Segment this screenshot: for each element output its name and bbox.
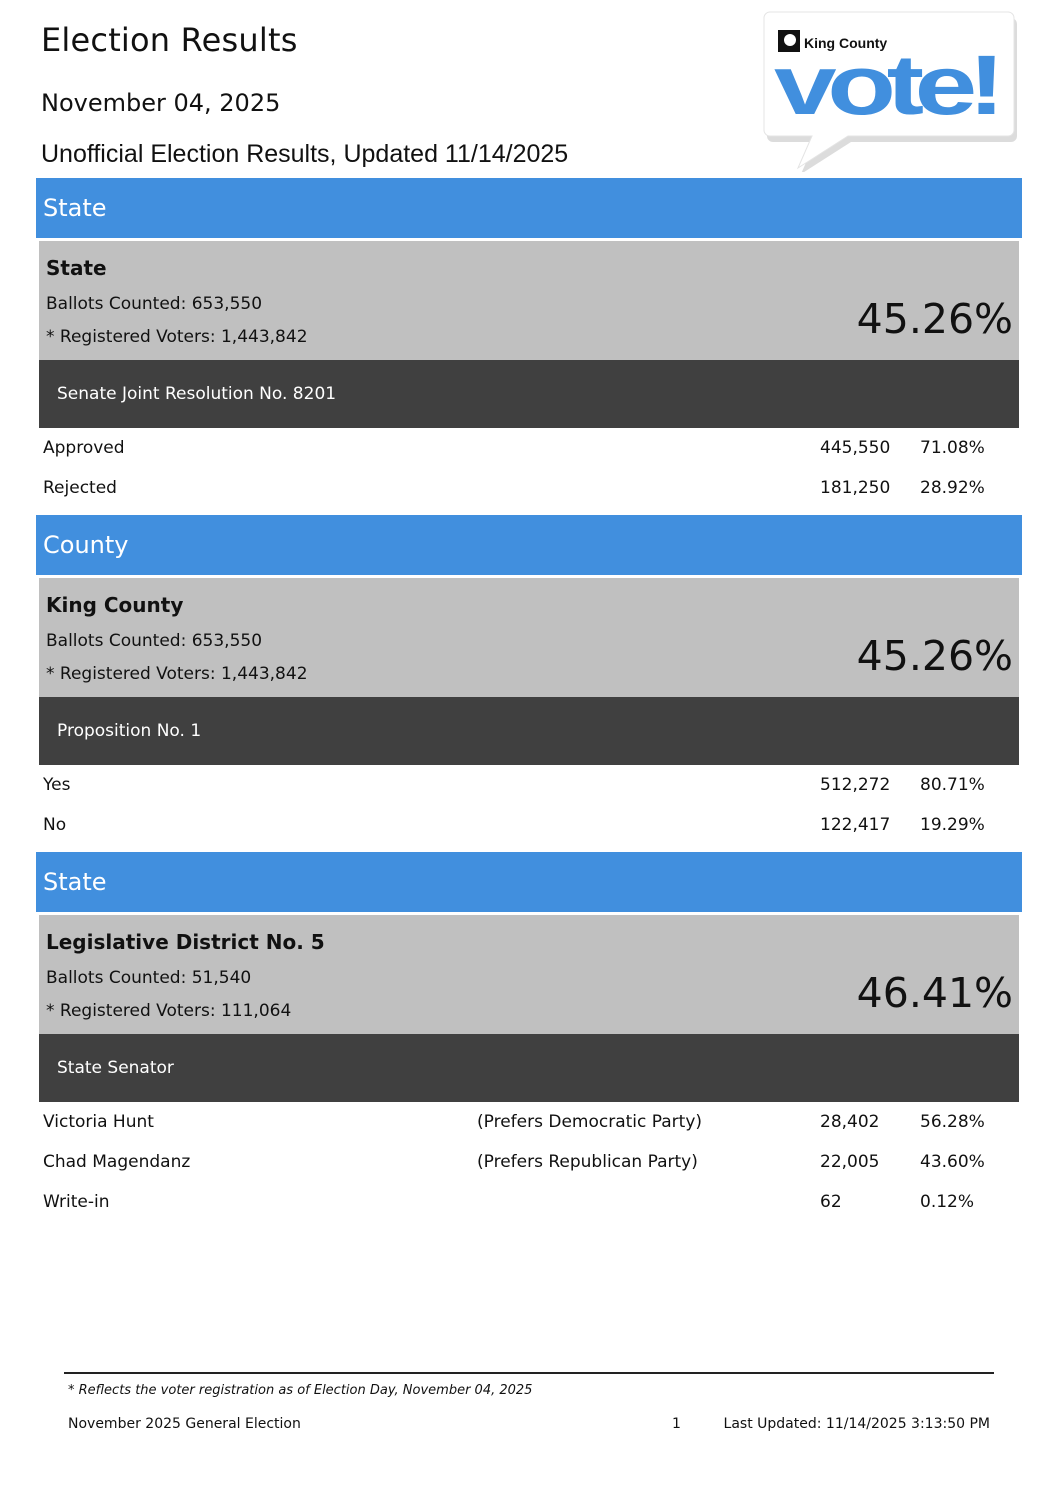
choice-name: Approved <box>43 438 125 458</box>
ballots-counted: Ballots Counted: 653,550 <box>46 294 263 314</box>
registered-voters: * Registered Voters: 1,443,842 <box>46 327 308 347</box>
vote-count: 181,250 <box>820 478 891 498</box>
election-date: November 04, 2025 <box>41 89 281 117</box>
party-preference: (Prefers Republican Party) <box>477 1152 698 1172</box>
jurisdiction-name: King County <box>46 593 184 617</box>
footer-divider <box>64 1372 994 1374</box>
vote-percent: 19.29% <box>920 815 985 835</box>
results-table: Approved 445,550 71.08% Rejected 181,250… <box>39 428 1019 515</box>
results-section: State State Ballots Counted: 653,550 * R… <box>36 178 1022 515</box>
ballots-counted: Ballots Counted: 51,540 <box>46 968 252 988</box>
turnout-percent: 45.26% <box>856 295 1013 343</box>
jurisdiction-summary: King County Ballots Counted: 653,550 * R… <box>39 578 1019 697</box>
king-county-vote-logo: King County vote! <box>762 10 1018 174</box>
vote-count: 512,272 <box>820 775 891 795</box>
party-preference: (Prefers Democratic Party) <box>477 1112 703 1132</box>
candidate-name: Victoria Hunt <box>43 1112 154 1132</box>
result-row: Approved 445,550 71.08% <box>39 435 1019 475</box>
choice-name: No <box>43 815 67 835</box>
emblem-portrait-icon <box>784 34 796 46</box>
vote-count: 22,005 <box>820 1152 880 1172</box>
footer-registration-note: * Reflects the voter registration as of … <box>68 1383 533 1398</box>
jurisdiction-summary: Legislative District No. 5 Ballots Count… <box>39 915 1019 1034</box>
race-title-bar: Senate Joint Resolution No. 8201 <box>39 360 1019 428</box>
results-status-subtitle: Unofficial Election Results, Updated 11/… <box>41 140 569 168</box>
vote-logo-graphic: King County vote! <box>763 11 1017 174</box>
results-section: State Legislative District No. 5 Ballots… <box>36 852 1022 1229</box>
vote-percent: 80.71% <box>920 775 985 795</box>
footer-page-number: 1 <box>672 1416 681 1432</box>
jurisdiction-block: King County Ballots Counted: 653,550 * R… <box>39 578 1019 852</box>
jurisdiction-summary: State Ballots Counted: 653,550 * Registe… <box>39 241 1019 360</box>
results-table: Victoria Hunt (Prefers Democratic Party)… <box>39 1102 1019 1229</box>
logo-speech-bubble <box>763 11 1015 170</box>
registered-voters: * Registered Voters: 111,064 <box>46 1001 292 1021</box>
page-title: Election Results <box>41 21 298 59</box>
section-level-bar: State <box>36 852 1022 912</box>
race-title-bar: Proposition No. 1 <box>39 697 1019 765</box>
footer-last-updated: Last Updated: 11/14/2025 3:13:50 PM <box>723 1416 990 1432</box>
ballots-counted: Ballots Counted: 653,550 <box>46 631 263 651</box>
choice-name: Rejected <box>43 478 117 498</box>
result-row: Write-in 62 0.12% <box>39 1189 1019 1229</box>
registered-voters: * Registered Voters: 1,443,842 <box>46 664 308 684</box>
results-table: Yes 512,272 80.71% No 122,417 19.29% <box>39 765 1019 852</box>
choice-name: Yes <box>43 775 71 795</box>
logo-county-text: King County <box>804 35 887 51</box>
results-section: County King County Ballots Counted: 653,… <box>36 515 1022 852</box>
vote-percent: 28.92% <box>920 478 985 498</box>
vote-count: 445,550 <box>820 438 891 458</box>
turnout-percent: 46.41% <box>856 969 1013 1017</box>
footer-election-name: November 2025 General Election <box>68 1416 301 1432</box>
result-row: Chad Magendanz (Prefers Republican Party… <box>39 1149 1019 1189</box>
result-row: Yes 512,272 80.71% <box>39 772 1019 812</box>
vote-percent: 71.08% <box>920 438 985 458</box>
section-level-bar: State <box>36 178 1022 238</box>
candidate-name: Write-in <box>43 1192 110 1212</box>
result-row: Victoria Hunt (Prefers Democratic Party)… <box>39 1109 1019 1149</box>
race-title-bar: State Senator <box>39 1034 1019 1102</box>
vote-percent: 43.60% <box>920 1152 985 1172</box>
vote-count: 62 <box>820 1192 842 1212</box>
section-level-bar: County <box>36 515 1022 575</box>
candidate-name: Chad Magendanz <box>43 1152 191 1172</box>
jurisdiction-block: Legislative District No. 5 Ballots Count… <box>39 915 1019 1229</box>
vote-count: 28,402 <box>820 1112 880 1132</box>
jurisdiction-name: State <box>46 256 107 280</box>
jurisdiction-name: Legislative District No. 5 <box>46 930 325 954</box>
results-sections: State State Ballots Counted: 653,550 * R… <box>36 178 1022 1229</box>
vote-percent: 0.12% <box>920 1192 975 1212</box>
result-row: Rejected 181,250 28.92% <box>39 475 1019 515</box>
vote-count: 122,417 <box>820 815 891 835</box>
logo-vote-text: vote! <box>774 38 996 132</box>
jurisdiction-block: State Ballots Counted: 653,550 * Registe… <box>39 241 1019 515</box>
turnout-percent: 45.26% <box>856 632 1013 680</box>
vote-percent: 56.28% <box>920 1112 985 1132</box>
result-row: No 122,417 19.29% <box>39 812 1019 852</box>
